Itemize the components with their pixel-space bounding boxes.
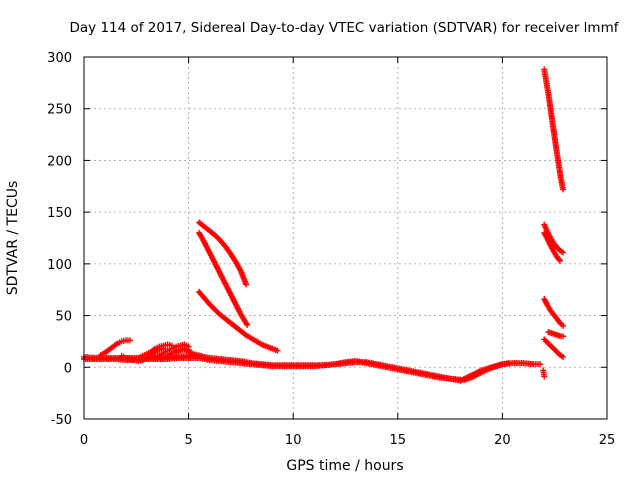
data-point-late-dip (505, 360, 512, 367)
data-point-spike-mid-a (560, 322, 567, 329)
x-axis-label: GPS time / hours (286, 458, 403, 474)
data-point-arc-middle (244, 321, 251, 328)
data-point-early-hump-a (127, 337, 134, 344)
chart-title: Day 114 of 2017, Sidereal Day-to-day VTE… (70, 20, 620, 36)
x-tick-label: 10 (285, 433, 302, 448)
tick-labels: 0 5 10 15 20 25 -50 0 50 100 150 200 250 300 (47, 51, 615, 448)
y-tick-label: -50 (51, 413, 72, 428)
data-point-arc-lower (274, 347, 281, 354)
x-tick-label: 5 (184, 433, 192, 448)
grid (84, 57, 607, 419)
data-points (81, 66, 567, 384)
x-tick-label: 20 (494, 433, 511, 448)
data-point-arc-upper (243, 281, 250, 288)
data-point-spike-mid-b (560, 333, 567, 340)
x-tick-label: 25 (599, 433, 616, 448)
y-tick-label: 0 (64, 361, 72, 376)
y-tick-label: 300 (47, 51, 72, 66)
y-tick-label: 250 (47, 103, 72, 118)
data-point-early-hump-f (198, 352, 205, 359)
data-point-spike-low (560, 353, 567, 360)
y-tick-label: 50 (55, 310, 72, 325)
y-tick-label: 200 (47, 154, 72, 169)
data-point-spike-top (560, 186, 567, 193)
data-point-spike-hi-b (556, 257, 563, 264)
data-point-late-recovery (537, 361, 544, 368)
x-tick-label: 0 (80, 433, 88, 448)
x-tick-label: 15 (390, 433, 407, 448)
y-tick-label: 150 (47, 206, 72, 221)
y-tick-label: 100 (47, 258, 72, 273)
data-point-spike-hi-a (560, 249, 567, 256)
plot-frame (83, 56, 608, 420)
data-point-spike-neg (541, 373, 548, 380)
y-axis-label: SDTVAR / TECUs (5, 181, 21, 296)
